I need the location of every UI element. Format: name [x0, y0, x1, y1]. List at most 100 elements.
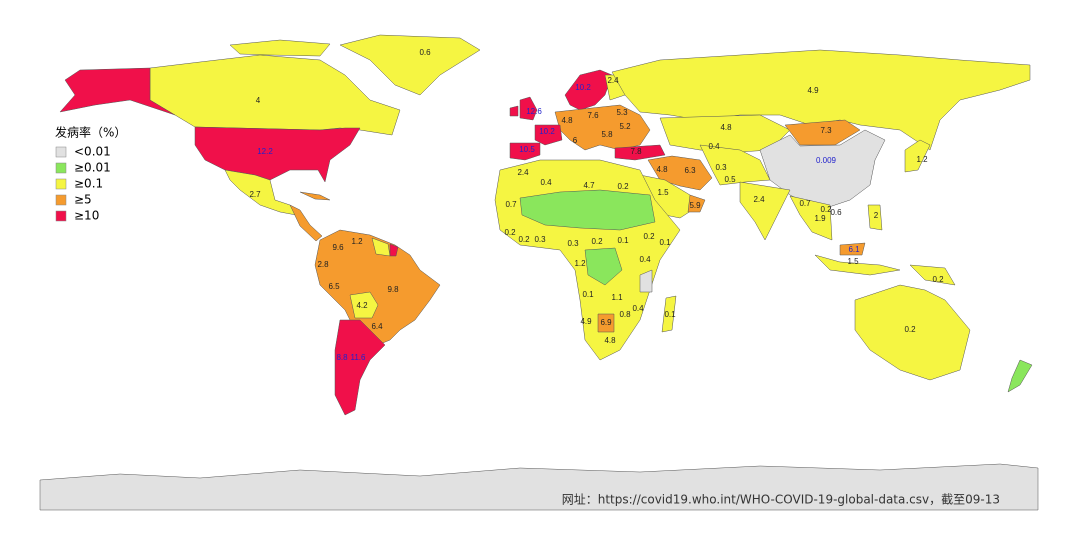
- value-label: 1.2: [351, 237, 363, 246]
- value-label: 1.1: [611, 293, 623, 302]
- central-asia: [659, 114, 791, 153]
- value-label: 2.4: [517, 168, 529, 177]
- value-label: 6.5: [328, 282, 340, 291]
- value-label: 0.8: [619, 310, 631, 319]
- greenland: [339, 34, 481, 96]
- scandinavia: [564, 69, 613, 111]
- value-label: 0.2: [504, 228, 516, 237]
- madagascar: [661, 295, 677, 333]
- value-label: 0.6: [419, 48, 431, 57]
- ireland: [509, 105, 519, 117]
- india: [739, 181, 791, 241]
- malaysia: [839, 242, 866, 256]
- value-label: 4.8: [561, 116, 573, 125]
- value-label: 2: [874, 211, 879, 220]
- value-label: 7.8: [630, 147, 642, 156]
- value-label: 1.2: [916, 155, 928, 164]
- se-asia: [789, 195, 833, 241]
- value-label: 4.8: [720, 123, 732, 132]
- legend-label: ≥10: [74, 209, 99, 223]
- value-label: 4.9: [580, 317, 592, 326]
- value-label: 7.3: [820, 126, 832, 135]
- japan: [904, 139, 931, 173]
- value-label: 0.4: [639, 255, 651, 264]
- value-label: 0.2: [643, 232, 655, 241]
- value-label: 5.2: [619, 122, 631, 131]
- value-label: 0.7: [505, 200, 517, 209]
- value-label: 0.3: [567, 239, 579, 248]
- value-label: 2.7: [249, 190, 261, 199]
- value-label: 0.4: [632, 304, 644, 313]
- value-label: 6: [573, 136, 578, 145]
- legend-label: ≥0.01: [74, 161, 111, 175]
- value-label: 12.2: [257, 147, 273, 156]
- mongolia: [784, 119, 861, 146]
- value-label: 9.8: [387, 285, 399, 294]
- value-labels: 0.6 4 12.2 2.7 4.9 2.4 10.2 12.6 4.8 7.6 5.3 5.2 10.…: [249, 48, 944, 362]
- value-label: 0.5: [724, 175, 736, 184]
- canada: [149, 54, 401, 136]
- legend-title: 发病率（%）: [55, 125, 126, 140]
- papua: [909, 264, 956, 286]
- south-asia: [699, 144, 771, 186]
- value-label: 4: [256, 96, 261, 105]
- legend-swatch: [55, 162, 67, 174]
- value-label: 6.1: [848, 245, 860, 254]
- indonesia: [814, 254, 901, 276]
- botswana: [597, 313, 615, 333]
- central-america: [289, 204, 323, 242]
- legend-swatch: [55, 194, 67, 206]
- value-label: 0.009: [816, 156, 837, 165]
- uk: [519, 96, 538, 121]
- countries: [39, 34, 1039, 511]
- legend-label: ≥0.1: [74, 177, 103, 191]
- value-label: 0.2: [932, 275, 944, 284]
- value-label: 5.3: [616, 108, 628, 117]
- cuba: [299, 191, 331, 201]
- value-label: 0.1: [659, 238, 671, 247]
- value-label: 1.2: [574, 259, 586, 268]
- value-label: 6.3: [684, 166, 696, 175]
- australia: [854, 284, 971, 381]
- value-label: 4.8: [604, 336, 616, 345]
- somalia: [639, 269, 653, 293]
- value-label: 4.9: [807, 86, 819, 95]
- china: [759, 129, 886, 211]
- value-label: 10.2: [539, 127, 555, 136]
- value-label: 0.7: [799, 199, 811, 208]
- value-label: 0.1: [582, 290, 594, 299]
- turkey: [614, 144, 666, 161]
- value-label: 4.7: [583, 181, 595, 190]
- value-label: 0.2: [820, 205, 832, 214]
- new-zealand: [1007, 359, 1033, 393]
- value-label: 1.9: [814, 214, 826, 223]
- value-label: 0.2: [617, 182, 629, 191]
- alaska: [59, 67, 176, 116]
- legend-label: <0.01: [74, 145, 111, 159]
- usa: [194, 126, 361, 183]
- oman: [687, 194, 706, 213]
- value-label: 0.1: [617, 236, 629, 245]
- value-label: 8.8: [336, 353, 348, 362]
- argentina-chile: [334, 319, 386, 416]
- value-label: 4.2: [356, 301, 368, 310]
- value-label: 2.4: [607, 76, 619, 85]
- value-label: 1.5: [657, 188, 669, 197]
- legend-swatch: [55, 210, 67, 222]
- arctic-islands: [229, 39, 331, 57]
- value-label: 2.4: [753, 195, 765, 204]
- legend: 发病率（%） <0.01 ≥0.01 ≥0.1 ≥5 ≥10: [55, 125, 126, 223]
- source-note: 网址：https://covid19.who.int/WHO-COVID-19-…: [562, 493, 1000, 507]
- congo: [584, 247, 623, 286]
- france: [534, 124, 563, 146]
- value-label: 12.6: [526, 107, 542, 116]
- value-label: 4.8: [656, 165, 668, 174]
- legend-swatch: [55, 146, 67, 158]
- legend-swatch: [55, 178, 67, 190]
- value-label: 0.4: [708, 142, 720, 151]
- central-europe: [554, 104, 651, 151]
- legend-label: ≥5: [74, 193, 92, 207]
- value-label: 0.6: [830, 208, 842, 217]
